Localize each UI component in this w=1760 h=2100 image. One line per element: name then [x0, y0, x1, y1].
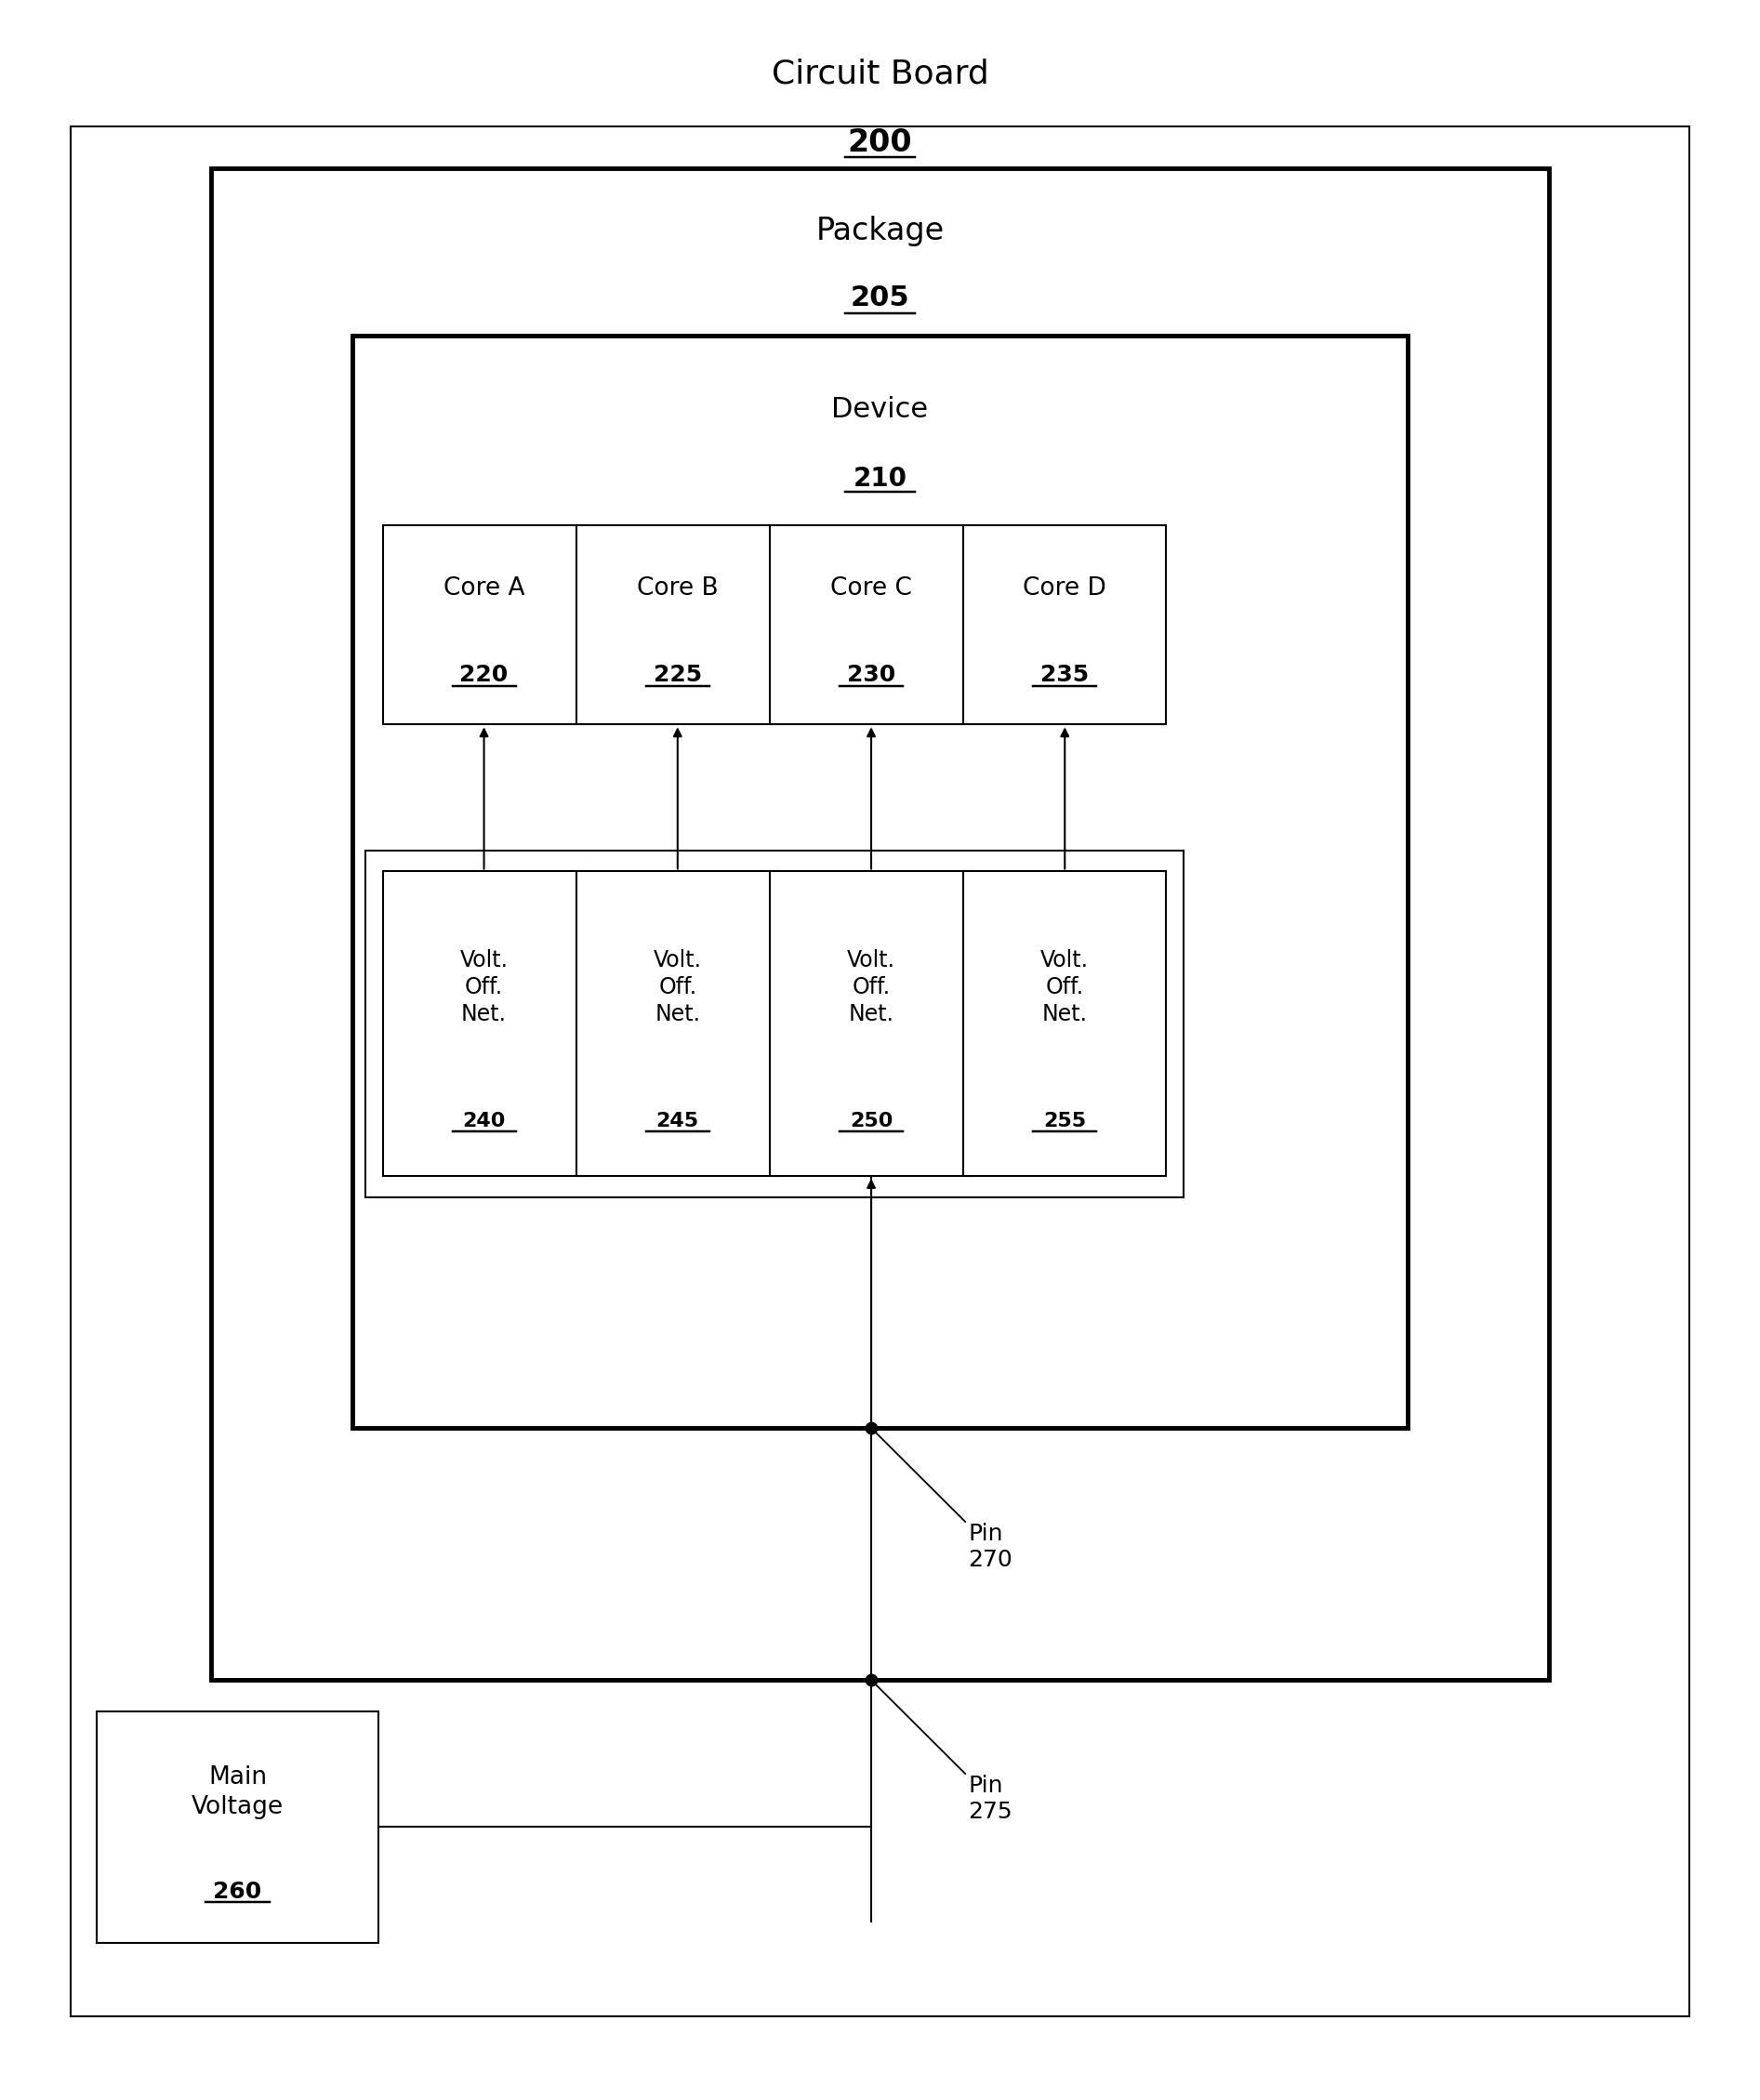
Text: Core A: Core A	[444, 578, 524, 601]
Text: Package: Package	[817, 216, 943, 246]
Text: Volt.
Off.
Net.: Volt. Off. Net.	[847, 949, 896, 1025]
Bar	[964, 525, 1165, 724]
Text: Volt.
Off.
Net.: Volt. Off. Net.	[1040, 949, 1089, 1025]
Text: Core D: Core D	[1023, 578, 1107, 601]
Bar	[384, 525, 584, 724]
Text: Device: Device	[831, 397, 929, 422]
Text: Volt.
Off.
Net.: Volt. Off. Net.	[459, 949, 509, 1025]
Text: 255: 255	[1044, 1111, 1086, 1130]
Text: Core C: Core C	[831, 578, 912, 601]
Bar	[384, 871, 584, 1176]
Text: 210: 210	[854, 466, 906, 491]
Text: Core B: Core B	[637, 578, 718, 601]
Text: Volt.
Off.
Net.: Volt. Off. Net.	[653, 949, 702, 1025]
Text: Pin
275: Pin 275	[871, 1680, 1012, 1823]
Bar	[211, 168, 1549, 1680]
Bar	[771, 525, 972, 724]
Text: 220: 220	[459, 664, 509, 687]
Bar	[577, 871, 778, 1176]
Text: Circuit Board: Circuit Board	[771, 57, 989, 90]
Text: Main
Voltage: Main Voltage	[192, 1766, 283, 1819]
Text: 230: 230	[847, 664, 896, 687]
Bar	[97, 1711, 378, 1942]
Text: Pin
270: Pin 270	[871, 1428, 1012, 1571]
Text: 260: 260	[213, 1880, 262, 1903]
Text: 240: 240	[463, 1111, 505, 1130]
Bar	[771, 871, 972, 1176]
Bar	[366, 850, 1183, 1197]
Bar	[352, 336, 1408, 1428]
Text: 245: 245	[656, 1111, 699, 1130]
Text: 225: 225	[653, 664, 702, 687]
Bar	[964, 871, 1165, 1176]
Text: 250: 250	[850, 1111, 892, 1130]
Text: 205: 205	[850, 286, 910, 311]
Text: 200: 200	[848, 128, 912, 158]
Bar	[577, 525, 778, 724]
Text: 235: 235	[1040, 664, 1089, 687]
